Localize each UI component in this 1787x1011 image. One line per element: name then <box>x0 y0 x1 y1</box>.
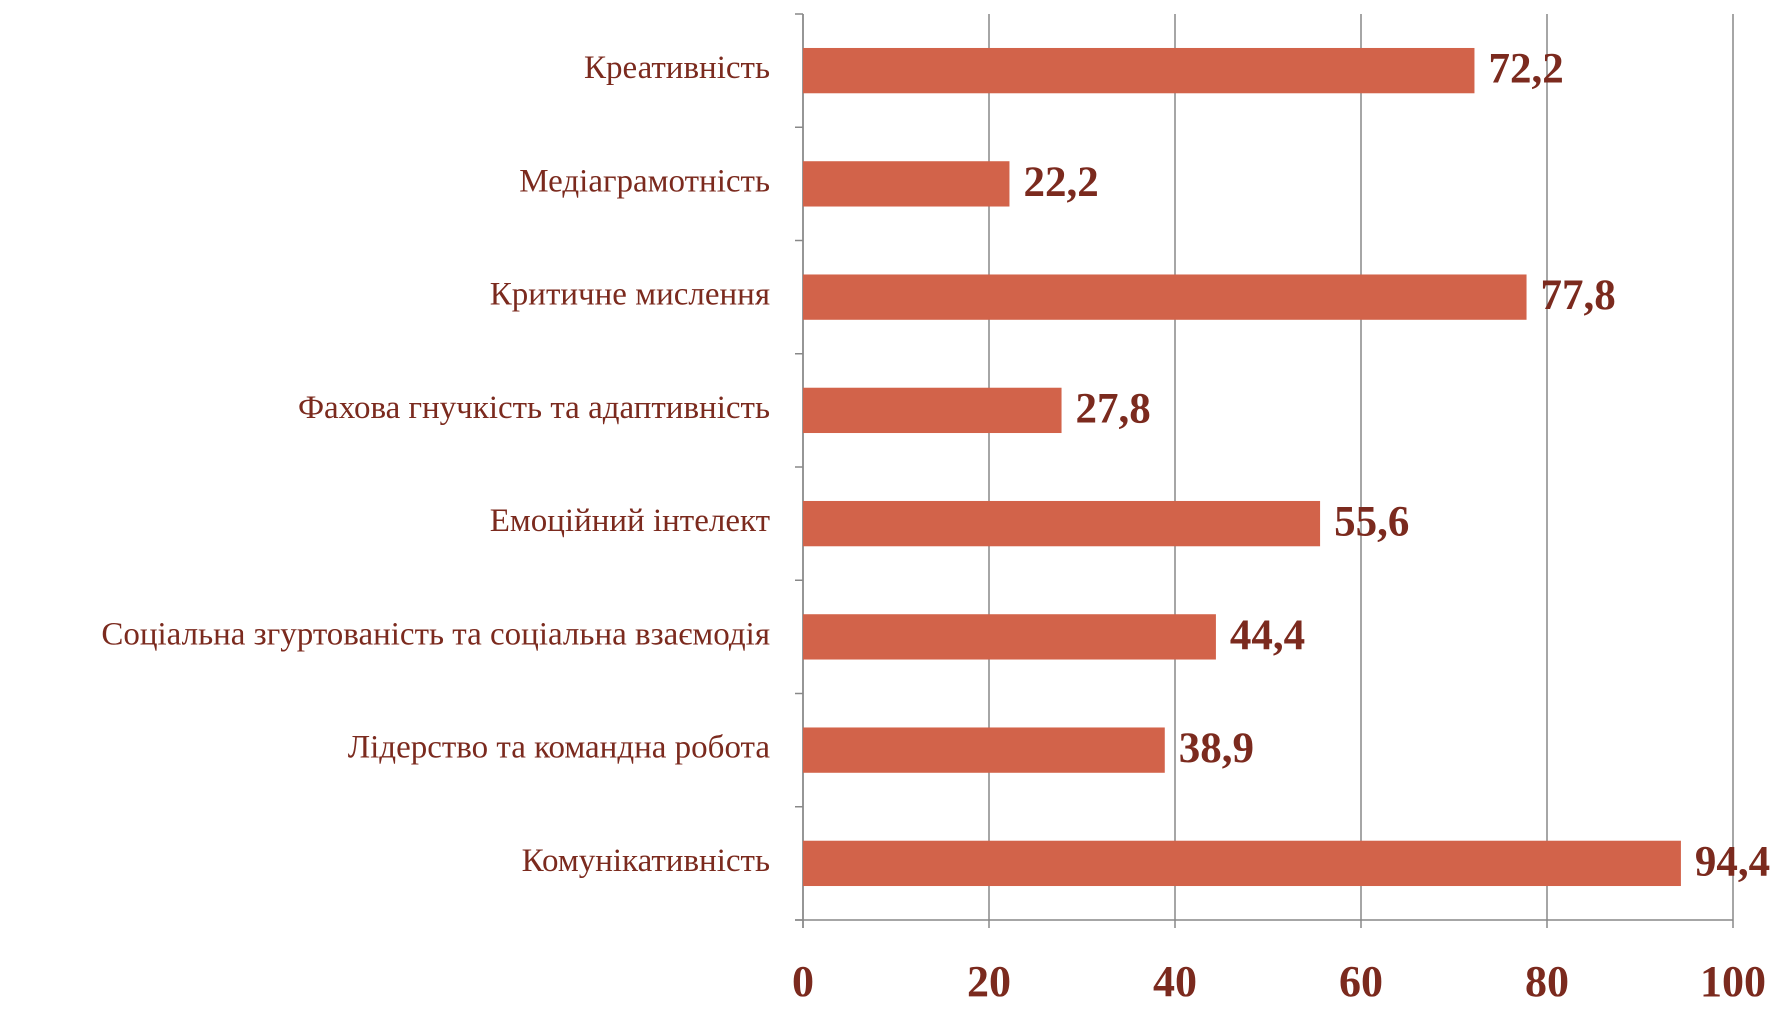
y-tick-label: Критичне мислення <box>490 277 770 313</box>
bar <box>803 840 1681 887</box>
value-label: 72,2 <box>1488 46 1563 93</box>
value-label: 55,6 <box>1334 499 1409 546</box>
x-tick-label: 80 <box>1525 957 1569 1006</box>
y-tick-label: Медіаграмотність <box>519 163 770 199</box>
bar <box>803 274 1527 320</box>
y-tick-label: Комунікативність <box>522 843 770 879</box>
value-label: 27,8 <box>1076 385 1151 432</box>
bar <box>803 614 1216 660</box>
y-tick-label: Фахова гнучкість та адаптивність <box>298 390 770 426</box>
y-tick-label: Лідерство та командна робота <box>348 730 771 766</box>
value-label: 44,4 <box>1230 612 1305 659</box>
value-label: 38,9 <box>1179 725 1254 772</box>
bar <box>803 727 1165 773</box>
y-tick-label: Креативність <box>584 50 770 86</box>
y-tick-label: Емоційний інтелект <box>490 503 770 539</box>
bar <box>803 161 1010 207</box>
value-label: 94,4 <box>1695 838 1770 885</box>
bar <box>803 387 1062 434</box>
bar <box>803 500 1321 547</box>
x-tick-label: 0 <box>792 957 814 1006</box>
bar <box>803 47 1475 94</box>
value-label: 77,8 <box>1541 272 1616 319</box>
value-label: 22,2 <box>1023 159 1098 206</box>
y-tick-label: Соціальна згуртованість та соціальна вза… <box>101 616 770 652</box>
x-tick-label: 40 <box>1153 957 1197 1006</box>
x-tick-label: 60 <box>1339 957 1383 1006</box>
x-tick-label: 20 <box>967 957 1011 1006</box>
x-tick-label: 100 <box>1700 957 1766 1006</box>
